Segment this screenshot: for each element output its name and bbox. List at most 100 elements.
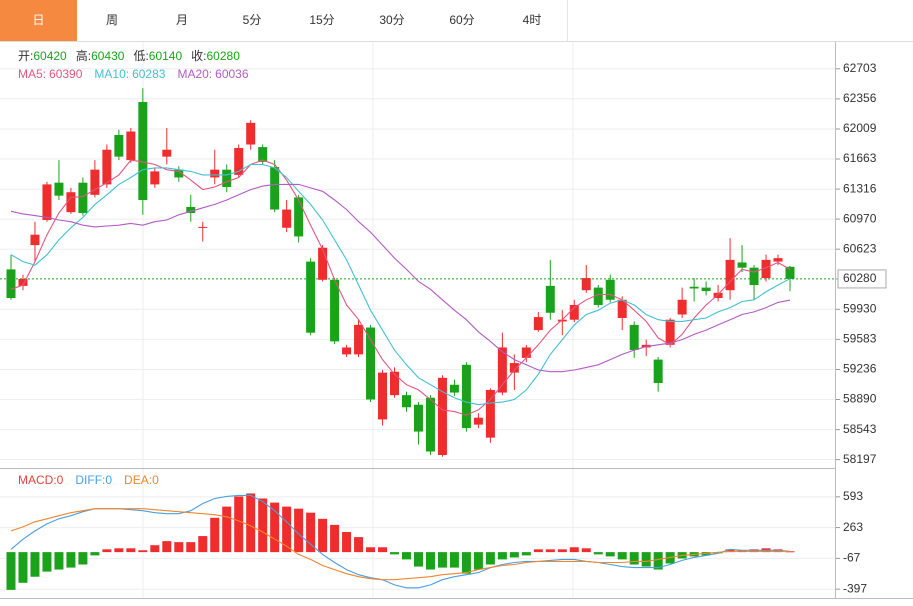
y-tick-label: 59583 [843, 332, 877, 346]
macd-bar [449, 552, 459, 568]
legend-value: 0 [57, 473, 64, 487]
macd-bar [653, 552, 663, 570]
candle-body [318, 247, 328, 280]
candle-body [294, 197, 304, 237]
macd-bar [114, 548, 124, 553]
info-label: 低: [133, 49, 148, 63]
candle-body [174, 169, 184, 178]
info-label: 高: [76, 48, 91, 63]
candle-body [234, 147, 244, 175]
candle-body [246, 122, 256, 145]
candle-body [497, 347, 507, 393]
tab[interactable] [357, 0, 427, 41]
macd-bar [354, 537, 364, 553]
candle-body [725, 259, 735, 291]
tab-label[interactable]: 4时 [523, 13, 542, 27]
draw-layer: 日 周 月 5分 15分 30分 60分 4时 62703 62356 62009 61663 6131… [0, 0, 887, 595]
macd-bar [18, 552, 28, 583]
candle-body [78, 182, 88, 214]
macd-bar [366, 547, 376, 553]
legend-value: 0 [105, 473, 112, 487]
candle-body [114, 134, 124, 157]
candle-body [785, 266, 795, 279]
tab-label[interactable]: 周 [106, 13, 118, 27]
candle-body [533, 317, 543, 331]
macd-bar [102, 549, 112, 553]
candle-body [150, 171, 160, 185]
legend-value: 60036 [215, 67, 249, 81]
macd-bar [318, 518, 328, 553]
macd-bar [437, 552, 447, 568]
y-tick-label: 59236 [843, 362, 877, 376]
macd-line [10, 508, 790, 581]
macd-bar [42, 552, 52, 572]
info-label: 收: [191, 49, 206, 63]
macd-bar [593, 552, 603, 555]
macd-bar [461, 552, 471, 574]
candle-body [437, 377, 447, 455]
candle-body [198, 226, 208, 228]
legend-name: DIFF: [75, 473, 105, 487]
candle-body [509, 363, 519, 373]
macd-bar [294, 508, 304, 553]
macd-bar [306, 512, 316, 553]
frame [0, 41, 913, 599]
macd-line [10, 494, 791, 589]
ma-line [10, 183, 791, 373]
tab-label[interactable]: 60分 [449, 13, 474, 27]
y-tick-label: 60970 [843, 211, 877, 225]
candle-body [749, 267, 759, 286]
tab[interactable] [147, 0, 217, 41]
tab-label[interactable]: 30分 [379, 13, 404, 27]
candle-body [366, 327, 376, 400]
tab[interactable] [427, 0, 497, 41]
macd-bar [234, 496, 244, 553]
candle-body [485, 389, 495, 438]
tab[interactable] [497, 0, 567, 41]
ma-line [10, 159, 791, 416]
macd-bar [138, 550, 148, 553]
macd-bar [54, 552, 64, 570]
candle-body [30, 234, 40, 246]
y-tick-label: 58890 [843, 392, 877, 406]
candle-body [90, 169, 100, 195]
candle-body [689, 286, 699, 289]
y-tick-label: 60623 [843, 241, 877, 255]
y-tick-label: 263 [843, 520, 863, 534]
tab[interactable] [77, 0, 147, 41]
info-label: 开: [18, 49, 33, 63]
tab-label[interactable]: 5分 [243, 13, 262, 27]
macd-bar [473, 552, 483, 570]
macd-bar [342, 531, 352, 553]
macd-bar [641, 552, 651, 567]
candle-body [162, 149, 172, 157]
macd-bar [378, 547, 388, 553]
tab[interactable] [0, 0, 77, 41]
candle-body [581, 278, 591, 291]
macd-bar [258, 498, 268, 553]
macd-bar [605, 552, 615, 557]
y-tick-label: 62703 [843, 61, 877, 75]
tab-label[interactable]: 15分 [309, 13, 334, 27]
y-tick-label: 61316 [843, 181, 877, 195]
tab[interactable] [287, 0, 357, 41]
macd-bar [330, 524, 340, 553]
tab-label[interactable]: 日 [32, 13, 44, 27]
info-value: 60420 [33, 49, 67, 63]
candle-body [102, 149, 112, 185]
candle-body [401, 395, 411, 408]
legend-value: 60283 [132, 67, 166, 81]
tab-label[interactable]: 月 [176, 13, 188, 27]
tab[interactable] [217, 0, 287, 41]
macd-bar [425, 552, 435, 570]
macd-bar [533, 549, 543, 553]
macd-bar [390, 552, 400, 555]
y-tick-label: -397 [843, 581, 867, 595]
macd-bar [30, 552, 40, 577]
macd-bar [198, 536, 208, 553]
candle-body [665, 319, 675, 345]
candle-body [593, 287, 603, 305]
